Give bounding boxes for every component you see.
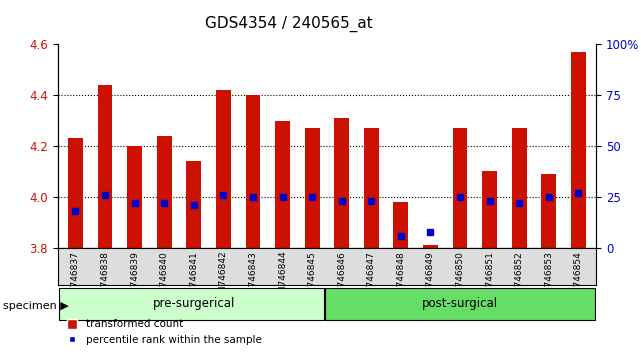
Text: GSM746854: GSM746854 — [574, 251, 583, 306]
Text: GSM746842: GSM746842 — [219, 251, 228, 306]
Text: post-surgical: post-surgical — [422, 297, 498, 310]
Bar — [304, 128, 319, 248]
Text: GSM746843: GSM746843 — [249, 251, 258, 306]
Bar — [542, 174, 556, 248]
Bar — [482, 171, 497, 248]
Bar — [423, 245, 438, 248]
Bar — [512, 128, 527, 248]
Text: GSM746840: GSM746840 — [160, 251, 169, 306]
Legend: transformed count, percentile rank within the sample: transformed count, percentile rank withi… — [63, 315, 266, 349]
Bar — [571, 52, 586, 248]
Text: GSM746853: GSM746853 — [544, 251, 553, 306]
Text: GSM746844: GSM746844 — [278, 251, 287, 306]
Bar — [246, 95, 260, 248]
Bar — [68, 138, 83, 248]
Text: GSM746847: GSM746847 — [367, 251, 376, 306]
Bar — [216, 90, 231, 248]
Bar — [335, 118, 349, 248]
Text: GSM746839: GSM746839 — [130, 251, 139, 306]
Bar — [187, 161, 201, 248]
Text: pre-surgerical: pre-surgerical — [153, 297, 235, 310]
Text: GSM746845: GSM746845 — [308, 251, 317, 306]
Bar — [127, 146, 142, 248]
Bar — [394, 202, 408, 248]
Text: GSM746852: GSM746852 — [515, 251, 524, 306]
FancyBboxPatch shape — [59, 287, 324, 320]
Text: GSM746851: GSM746851 — [485, 251, 494, 306]
Text: GDS4354 / 240565_at: GDS4354 / 240565_at — [204, 16, 372, 32]
Bar — [453, 128, 467, 248]
Bar — [157, 136, 172, 248]
Bar — [275, 121, 290, 248]
Bar — [97, 85, 112, 248]
FancyBboxPatch shape — [326, 287, 595, 320]
Text: GSM746846: GSM746846 — [337, 251, 346, 306]
Bar — [364, 128, 379, 248]
Text: GSM746850: GSM746850 — [456, 251, 465, 306]
Text: GSM746837: GSM746837 — [71, 251, 80, 306]
Text: GSM746841: GSM746841 — [189, 251, 198, 306]
Text: GSM746848: GSM746848 — [396, 251, 405, 306]
Text: specimen ▶: specimen ▶ — [3, 301, 69, 311]
Text: GSM746838: GSM746838 — [101, 251, 110, 306]
Text: GSM746849: GSM746849 — [426, 251, 435, 306]
